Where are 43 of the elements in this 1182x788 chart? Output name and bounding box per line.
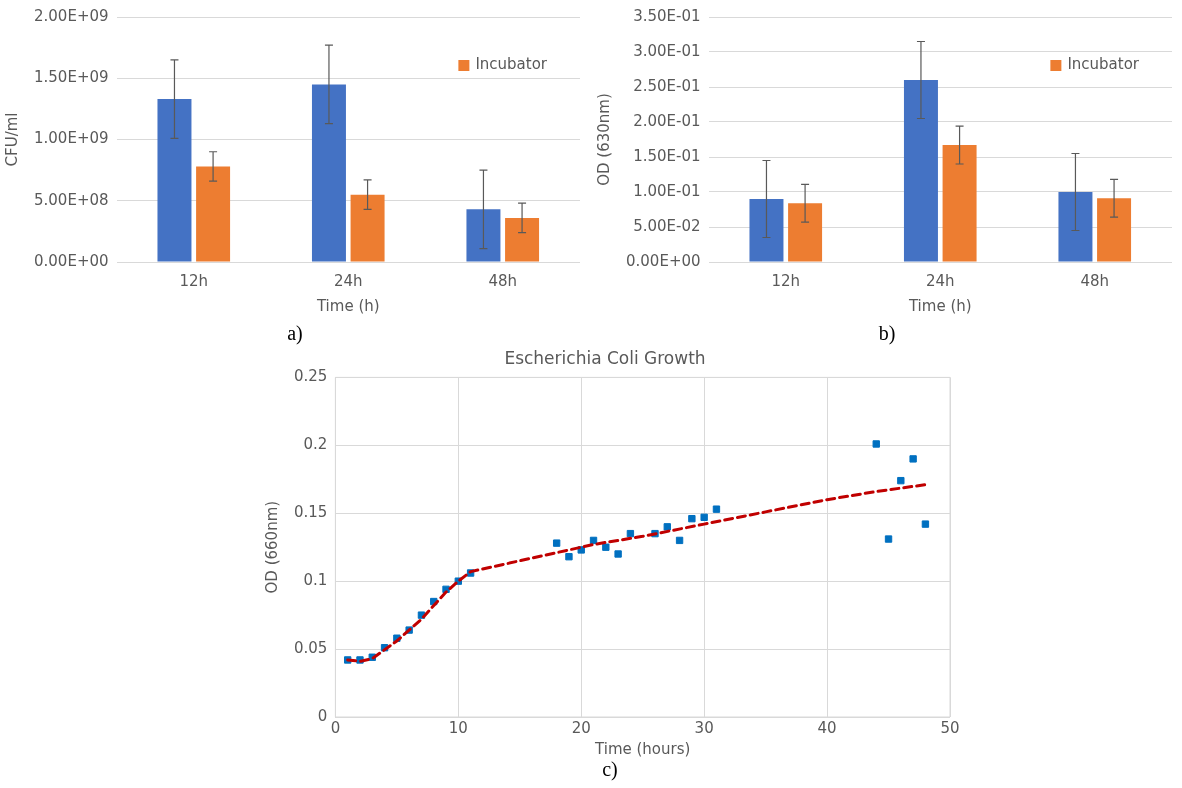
- x-tick-label: 48h: [1080, 271, 1110, 290]
- y-tick-label: 5.00E-02: [633, 216, 701, 235]
- y-tick-label: 0.05: [293, 638, 328, 657]
- x-tick-label: 12h: [771, 271, 801, 290]
- y-tick-label: 2.50E-01: [633, 76, 701, 95]
- text: a): [286, 322, 304, 345]
- x-tick-label: 12h: [179, 271, 209, 290]
- x-tick-label: 20: [571, 718, 591, 737]
- y-tick-label: 0.25: [293, 367, 328, 386]
- x-tick-label: 0: [330, 718, 341, 737]
- x-tick-label: 24h: [333, 271, 363, 290]
- text: b): [877, 322, 897, 345]
- y-tick-label: 1.50E-01: [633, 146, 701, 165]
- y-tick-label: 2.00E+09: [34, 6, 109, 25]
- chart-title: Escherichia Coli Growth: [504, 347, 706, 368]
- y-tick-label: 1.00E-01: [633, 181, 701, 200]
- x-tick-label: 50: [940, 718, 960, 737]
- x-tick-label: 30: [694, 718, 714, 737]
- y-tick-label: 1.50E+09: [34, 68, 109, 87]
- y-tick-label: 3.50E-01: [633, 6, 701, 25]
- x-axis-title: Time (h): [315, 296, 380, 315]
- y-tick-label: 0.00E+00: [626, 251, 701, 270]
- y-tick-label: 0.00E+00: [34, 251, 109, 270]
- x-tick-label: 10: [448, 718, 468, 737]
- y-tick-label: 0.15: [293, 503, 328, 522]
- x-axis-title: Time (h): [907, 296, 972, 315]
- x-axis-title: Time (hours): [594, 739, 691, 758]
- x-tick-label: 40: [817, 718, 837, 737]
- y-tick-label: 3.00E-01: [633, 41, 701, 60]
- legend-label: Incubator: [475, 54, 548, 73]
- y-tick-label: 2.00E-01: [633, 111, 701, 130]
- text: c): [601, 758, 619, 781]
- y-tick-label: 1.00E+09: [34, 129, 109, 148]
- x-tick-label: 24h: [925, 271, 955, 290]
- y-tick-label: 0: [317, 706, 328, 725]
- legend-label: Incubator: [1067, 54, 1140, 73]
- y-tick-label: 5.00E+08: [34, 190, 109, 209]
- y-tick-label: 0.2: [303, 435, 328, 454]
- y-axis-title: OD (660nm): [262, 500, 281, 594]
- y-axis-title: OD (630nm): [594, 93, 613, 186]
- y-tick-label: 0.1: [303, 571, 328, 590]
- x-tick-label: 48h: [488, 271, 518, 290]
- y-axis-title: CFU/ml: [2, 112, 21, 167]
